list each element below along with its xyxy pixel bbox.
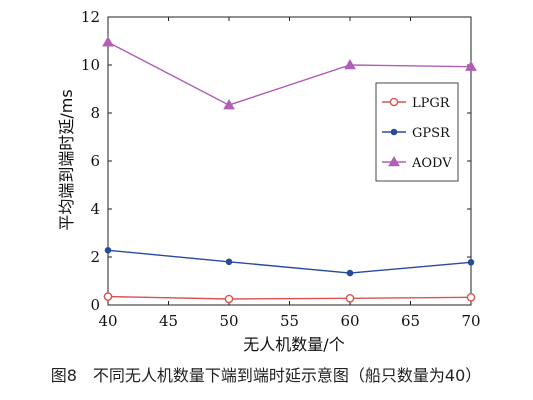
data-point-aodv bbox=[344, 58, 356, 70]
data-point-aodv bbox=[465, 60, 477, 71]
x-tick-label: 40 bbox=[98, 312, 117, 330]
x-tick-label: 70 bbox=[461, 312, 480, 330]
y-tick-label: 10 bbox=[81, 56, 100, 74]
data-point-lpgr bbox=[224, 294, 234, 304]
x-tick-label: 55 bbox=[280, 312, 299, 330]
data-point-aodv bbox=[102, 36, 114, 47]
y-tick-label: 4 bbox=[90, 200, 100, 218]
x-axis-label: 无人机数量/个 bbox=[243, 335, 344, 354]
legend-label-gpsr: GPSR bbox=[412, 126, 451, 141]
data-point-lpgr bbox=[466, 293, 476, 302]
tick-marks bbox=[107, 16, 472, 306]
data-point-gpsr bbox=[104, 246, 112, 254]
x-tick-label: 45 bbox=[159, 312, 178, 330]
series-lpgr bbox=[103, 292, 476, 304]
y-tick-label: 8 bbox=[90, 104, 100, 122]
data-point-aodv bbox=[223, 99, 235, 110]
y-axis-label: 平均端到端时延/ms bbox=[57, 89, 76, 230]
x-tick-label: 60 bbox=[340, 312, 359, 330]
data-point-gpsr bbox=[346, 269, 354, 277]
series-line-gpsr bbox=[107, 249, 472, 274]
x-tick-label: 65 bbox=[401, 312, 420, 330]
legend: LPGR GPSR AODV bbox=[375, 82, 459, 182]
y-tick-label: 6 bbox=[90, 152, 100, 170]
data-point-lpgr bbox=[345, 293, 355, 303]
series-line-lpgr bbox=[107, 295, 472, 300]
tick-labels: 40 45 50 55 60 65 70 0 2 4 6 8 10 12 bbox=[81, 8, 481, 330]
x-tick-label: 50 bbox=[219, 312, 238, 330]
data-point-gpsr bbox=[467, 258, 475, 266]
y-tick-label: 2 bbox=[90, 248, 100, 266]
series-line-aodv bbox=[107, 41, 472, 106]
legend-marker-gpsr bbox=[390, 128, 398, 136]
data-point-gpsr bbox=[225, 258, 233, 266]
series-aodv bbox=[102, 36, 477, 110]
y-tick-label: 12 bbox=[81, 8, 100, 26]
legend-marker-lpgr bbox=[389, 97, 399, 107]
y-tick-label: 0 bbox=[90, 296, 100, 314]
legend-label-aodv: AODV bbox=[411, 156, 452, 171]
data-point-lpgr bbox=[103, 292, 113, 301]
legend-label-lpgr: LPGR bbox=[412, 96, 451, 111]
figure-caption: 图8 不同无人机数量下端到端时延示意图（船只数量为40） bbox=[51, 366, 482, 385]
series-gpsr bbox=[104, 246, 475, 277]
series-group bbox=[102, 36, 477, 304]
legend-marker-aodv bbox=[388, 155, 400, 167]
